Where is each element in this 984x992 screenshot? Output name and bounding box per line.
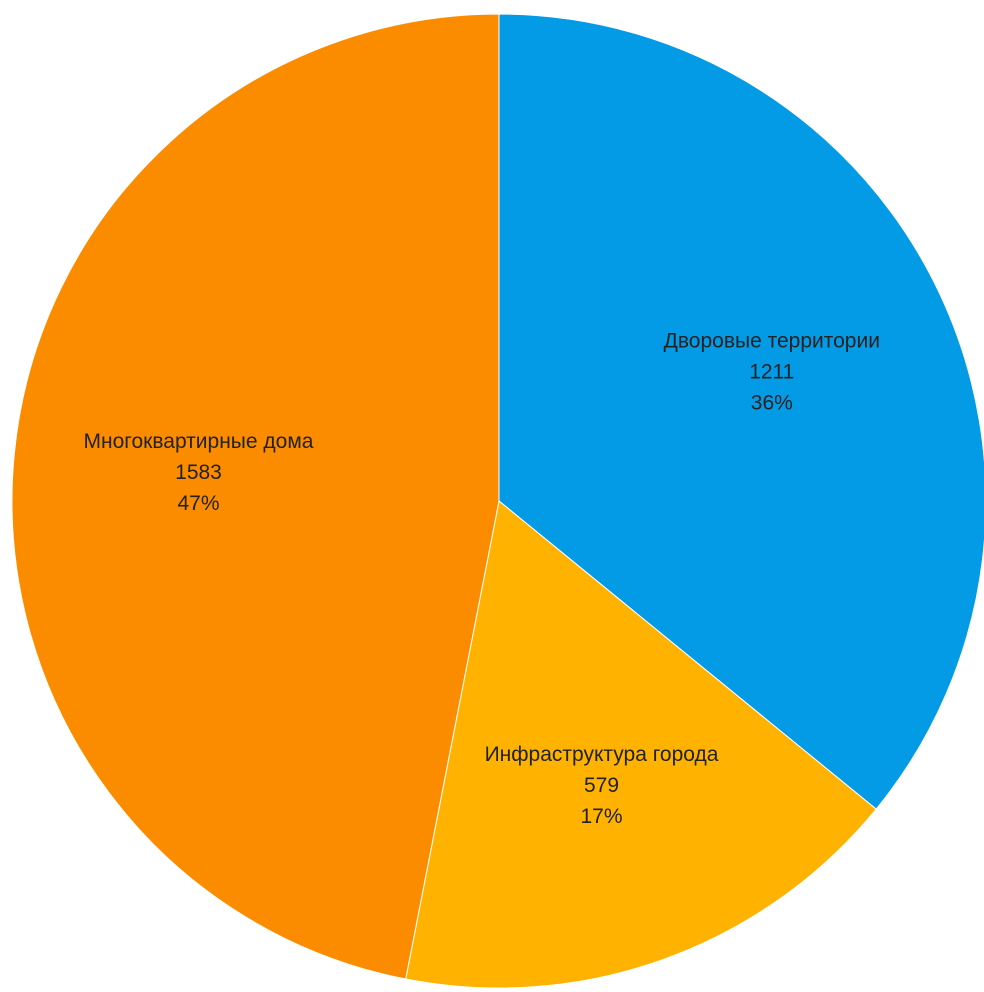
slice-label-value: 579: [584, 774, 619, 797]
slice-label-name: Инфраструктура города: [485, 743, 719, 766]
pie-slices: [11, 13, 984, 989]
pie-slice-3: [11, 13, 500, 980]
slice-label-percent: 47%: [177, 492, 219, 515]
pie-slice-2: [405, 500, 877, 989]
pie-slice-labels: Дворовые территории 1211 36% Инфраструктура…: [84, 330, 880, 828]
slice-label-value: 1211: [749, 361, 794, 384]
slice-label-percent: 17%: [580, 805, 622, 828]
slice-label-group-1: Дворовые территории 1211 36%: [664, 330, 880, 415]
slice-label-group-2: Инфраструктура города 579 17%: [485, 743, 719, 828]
slice-label-percent: 36%: [751, 392, 793, 415]
slice-label-name: Дворовые территории: [664, 330, 880, 353]
pie-slice-1: [498, 13, 984, 810]
slice-label-name: Многоквартирные дома: [84, 430, 314, 453]
slice-label-value: 1583: [175, 461, 222, 484]
slice-label-group-3: Многоквартирные дома 1583 47%: [84, 430, 314, 515]
